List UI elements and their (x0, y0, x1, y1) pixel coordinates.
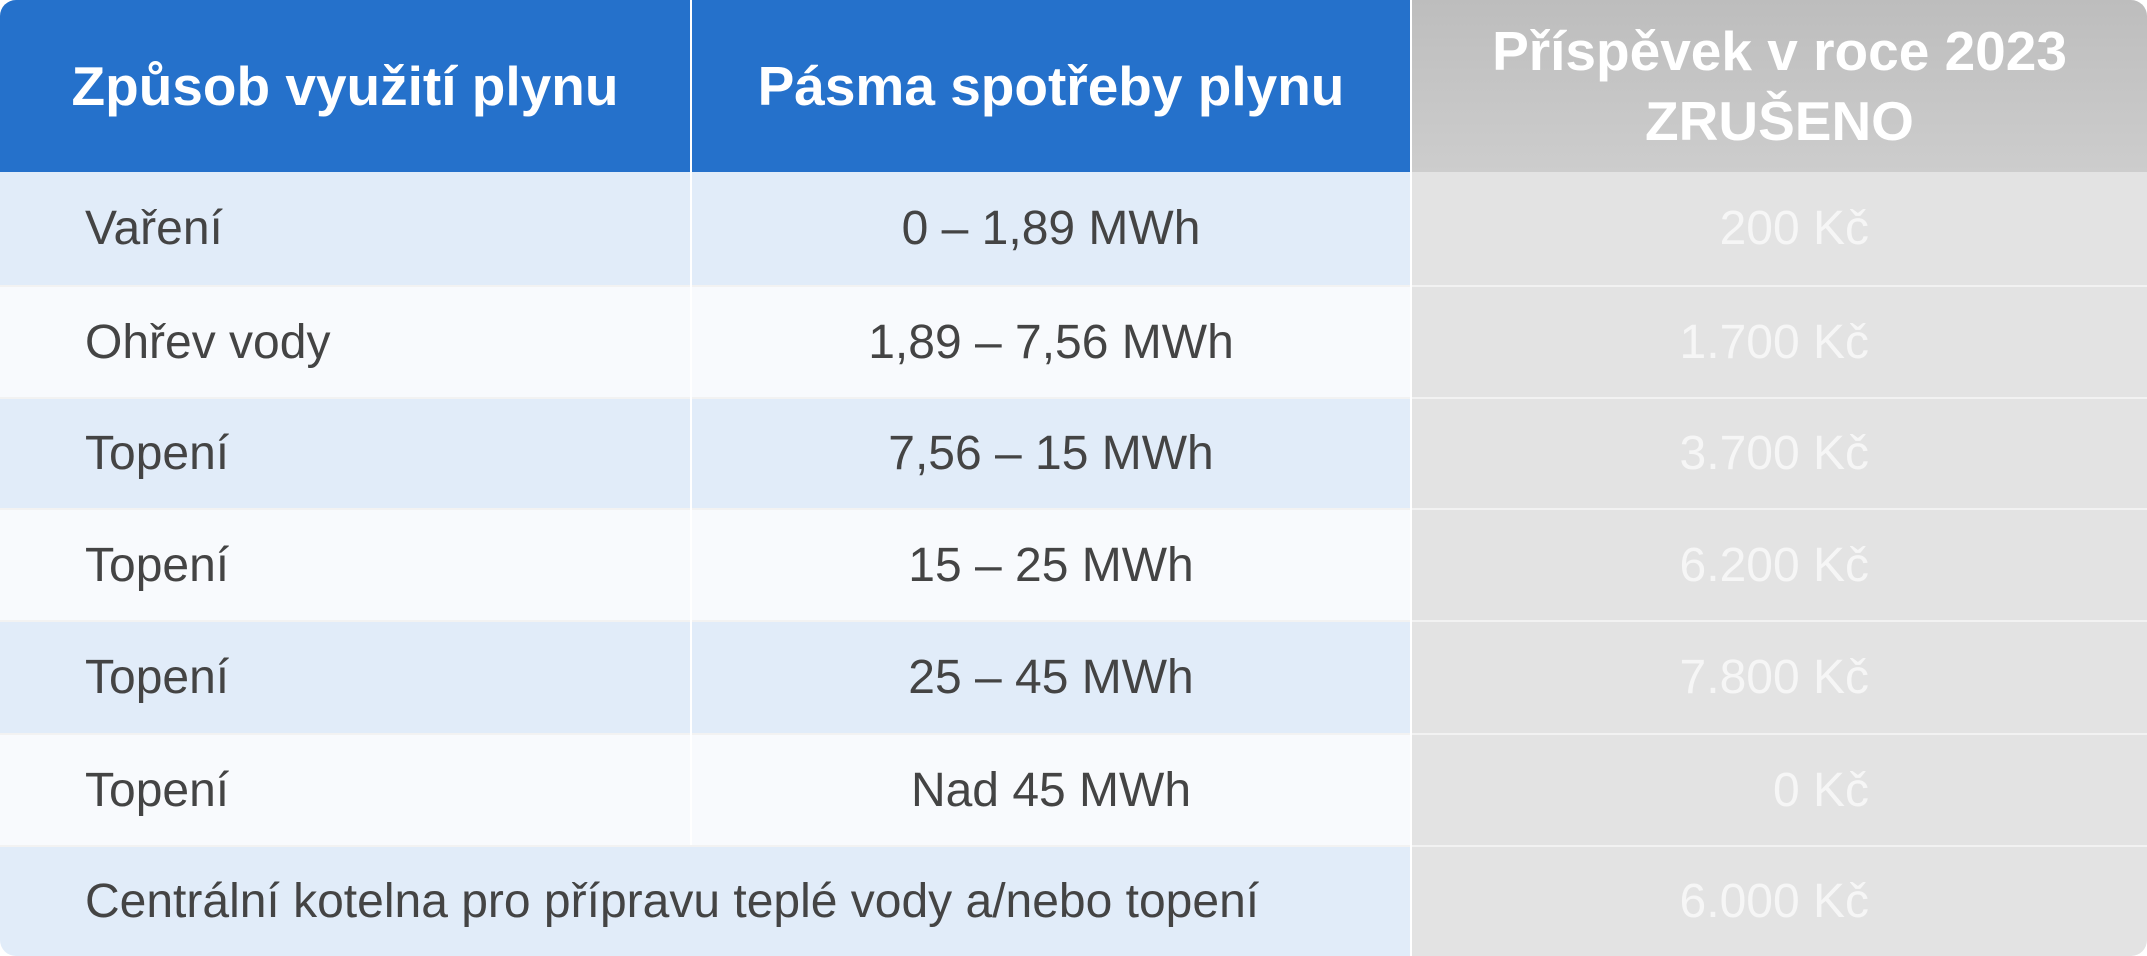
header-line: Příspěvek v roce 2023 (1492, 20, 2067, 82)
table-cell: 1.700 Kč (1412, 285, 2147, 397)
table-cell: 1,89 – 7,56 MWh (692, 285, 1410, 397)
table-cell: 7,56 – 15 MWh (692, 397, 1410, 508)
header-cell: Příspěvek v roce 2023 ZRUŠENO (1412, 0, 2147, 172)
table-cell: 3.700 Kč (1412, 397, 2147, 508)
table-cell: Topení (0, 508, 690, 620)
table-cell: 200 Kč (1412, 172, 2147, 285)
header-cell: Pásma spotřeby plynu (692, 0, 1410, 172)
table-cell: 6.000 Kč (1412, 845, 2147, 956)
table-cell: 25 – 45 MWh (692, 620, 1410, 733)
table-cell: 0 Kč (1412, 733, 2147, 845)
table-cell: Topení (0, 397, 690, 508)
table-cell: Ohřev vody (0, 285, 690, 397)
table-cell: 15 – 25 MWh (692, 508, 1410, 620)
table-cell: 7.800 Kč (1412, 620, 2147, 733)
table-cell: 6.200 Kč (1412, 508, 2147, 620)
header-cell: Způsob využití plynu (0, 0, 690, 172)
header-line: ZRUŠENO (1645, 90, 1914, 152)
table-cell: 0 – 1,89 MWh (692, 172, 1410, 285)
table-cell: Topení (0, 620, 690, 733)
table-cell: Centrální kotelna pro přípravu teplé vod… (0, 845, 1410, 956)
table-cell: Topení (0, 733, 690, 845)
table-cell: Nad 45 MWh (692, 733, 1410, 845)
table-cell: Vaření (0, 172, 690, 285)
